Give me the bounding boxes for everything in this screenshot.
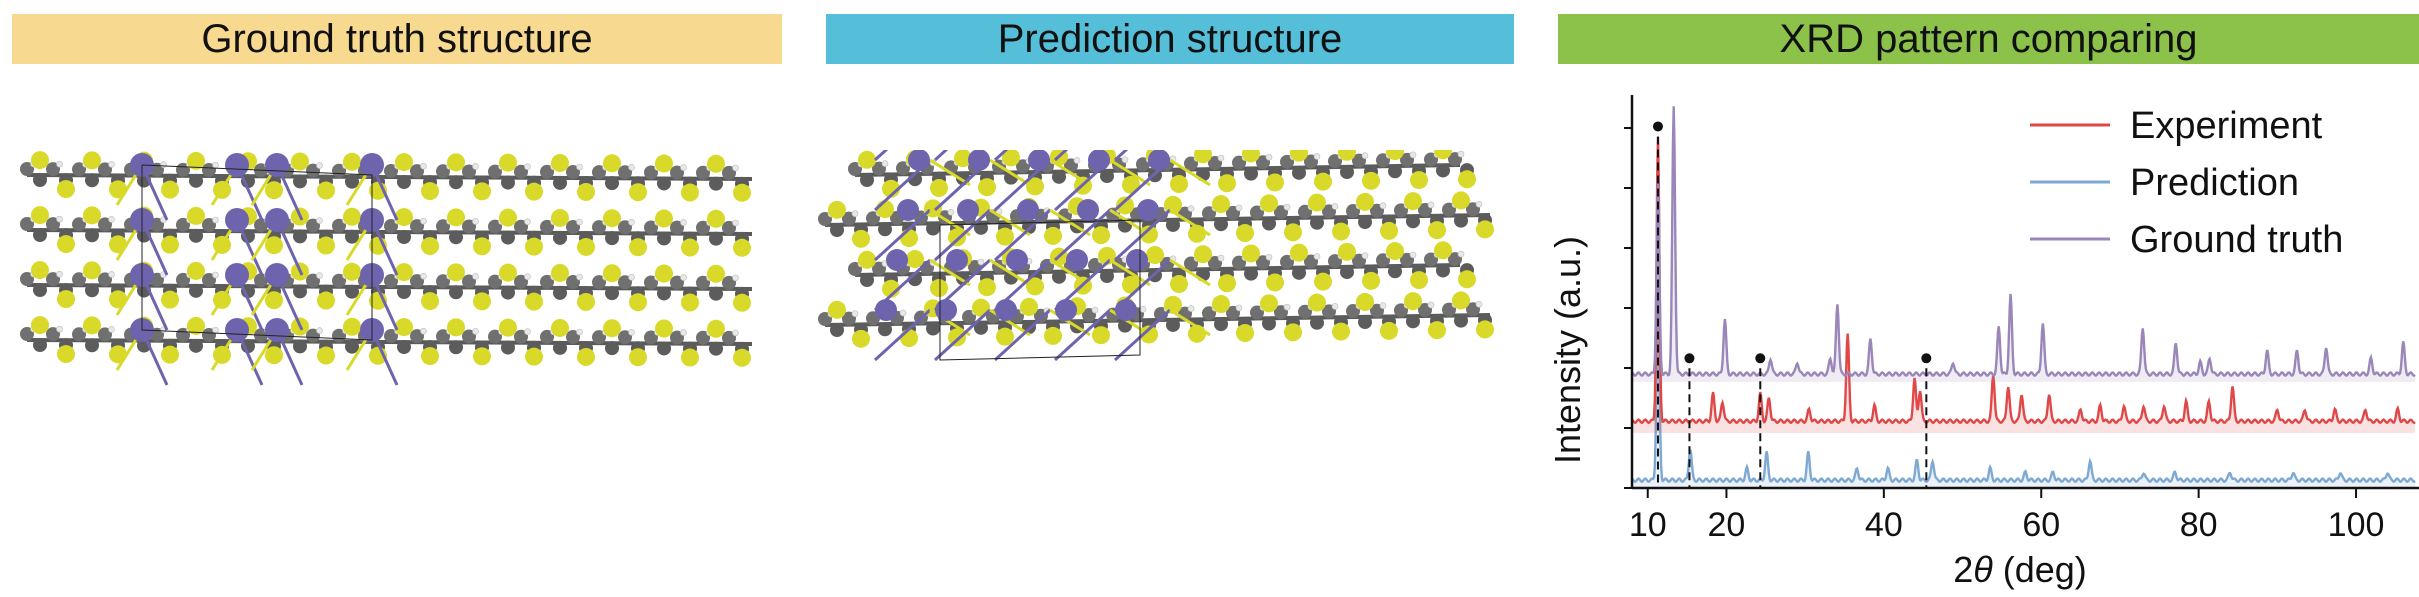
peak-marker-dot: [1921, 353, 1932, 364]
x-tick-label: 100: [2328, 506, 2385, 544]
xrd-plot-area: [1631, 106, 2416, 488]
legend-label: Ground truth: [2130, 219, 2343, 261]
peak-marker-dot: [1652, 121, 1663, 132]
legend-label: Prediction: [2130, 162, 2299, 204]
ground-truth-structure-title: Ground truth structure: [201, 16, 593, 61]
xrd-legend: Experiment Prediction Ground truth: [2030, 105, 2343, 261]
gt-linker-layer: [20, 151, 753, 202]
pred-linker-layer: [848, 241, 1476, 298]
x-tick-label: 40: [1865, 506, 1903, 544]
series-line-ground-truth: [1631, 106, 2416, 377]
x-tick-label: 20: [1708, 506, 1746, 544]
x-tick-label: 60: [2022, 506, 2060, 544]
prediction-crystal-structure: [818, 150, 1494, 362]
xrd-pattern-header: XRD pattern comparing: [1558, 14, 2419, 64]
prediction-structure-header: Prediction structure: [826, 14, 1514, 64]
x-axis-label: 2θ (deg): [1953, 549, 2087, 590]
ground-truth-structure-header: Ground truth structure: [12, 14, 782, 64]
peak-marker-dot: [1755, 353, 1766, 364]
xrd-pattern-title: XRD pattern comparing: [1779, 16, 2198, 61]
x-tick-label: 80: [2180, 506, 2218, 544]
x-tick-label: 10: [1629, 506, 1667, 544]
prediction-structure-title: Prediction structure: [997, 16, 1343, 61]
series-line-experiment: [1631, 137, 2416, 425]
legend-label: Experiment: [2130, 105, 2323, 147]
gt-metal-chains: [115, 153, 399, 386]
series-line-prediction: [1631, 282, 2416, 484]
gt-linker-layer: [20, 261, 753, 312]
gt-linker-layer: [20, 316, 753, 367]
ground-truth-crystal-structure: [20, 151, 753, 386]
series-fill-prediction: [1632, 282, 2416, 488]
pred-metal-chains: [873, 150, 1211, 362]
xrd-chart: 10 20 40 60 80 100 Intensity (a.u.) 2θ (deg) …: [1547, 95, 2419, 590]
xrd-axes: 10 20 40 60 80 100: [1624, 95, 2419, 544]
y-axis-label: Intensity (a.u.): [1547, 236, 1588, 464]
peak-marker-dot: [1684, 353, 1695, 364]
